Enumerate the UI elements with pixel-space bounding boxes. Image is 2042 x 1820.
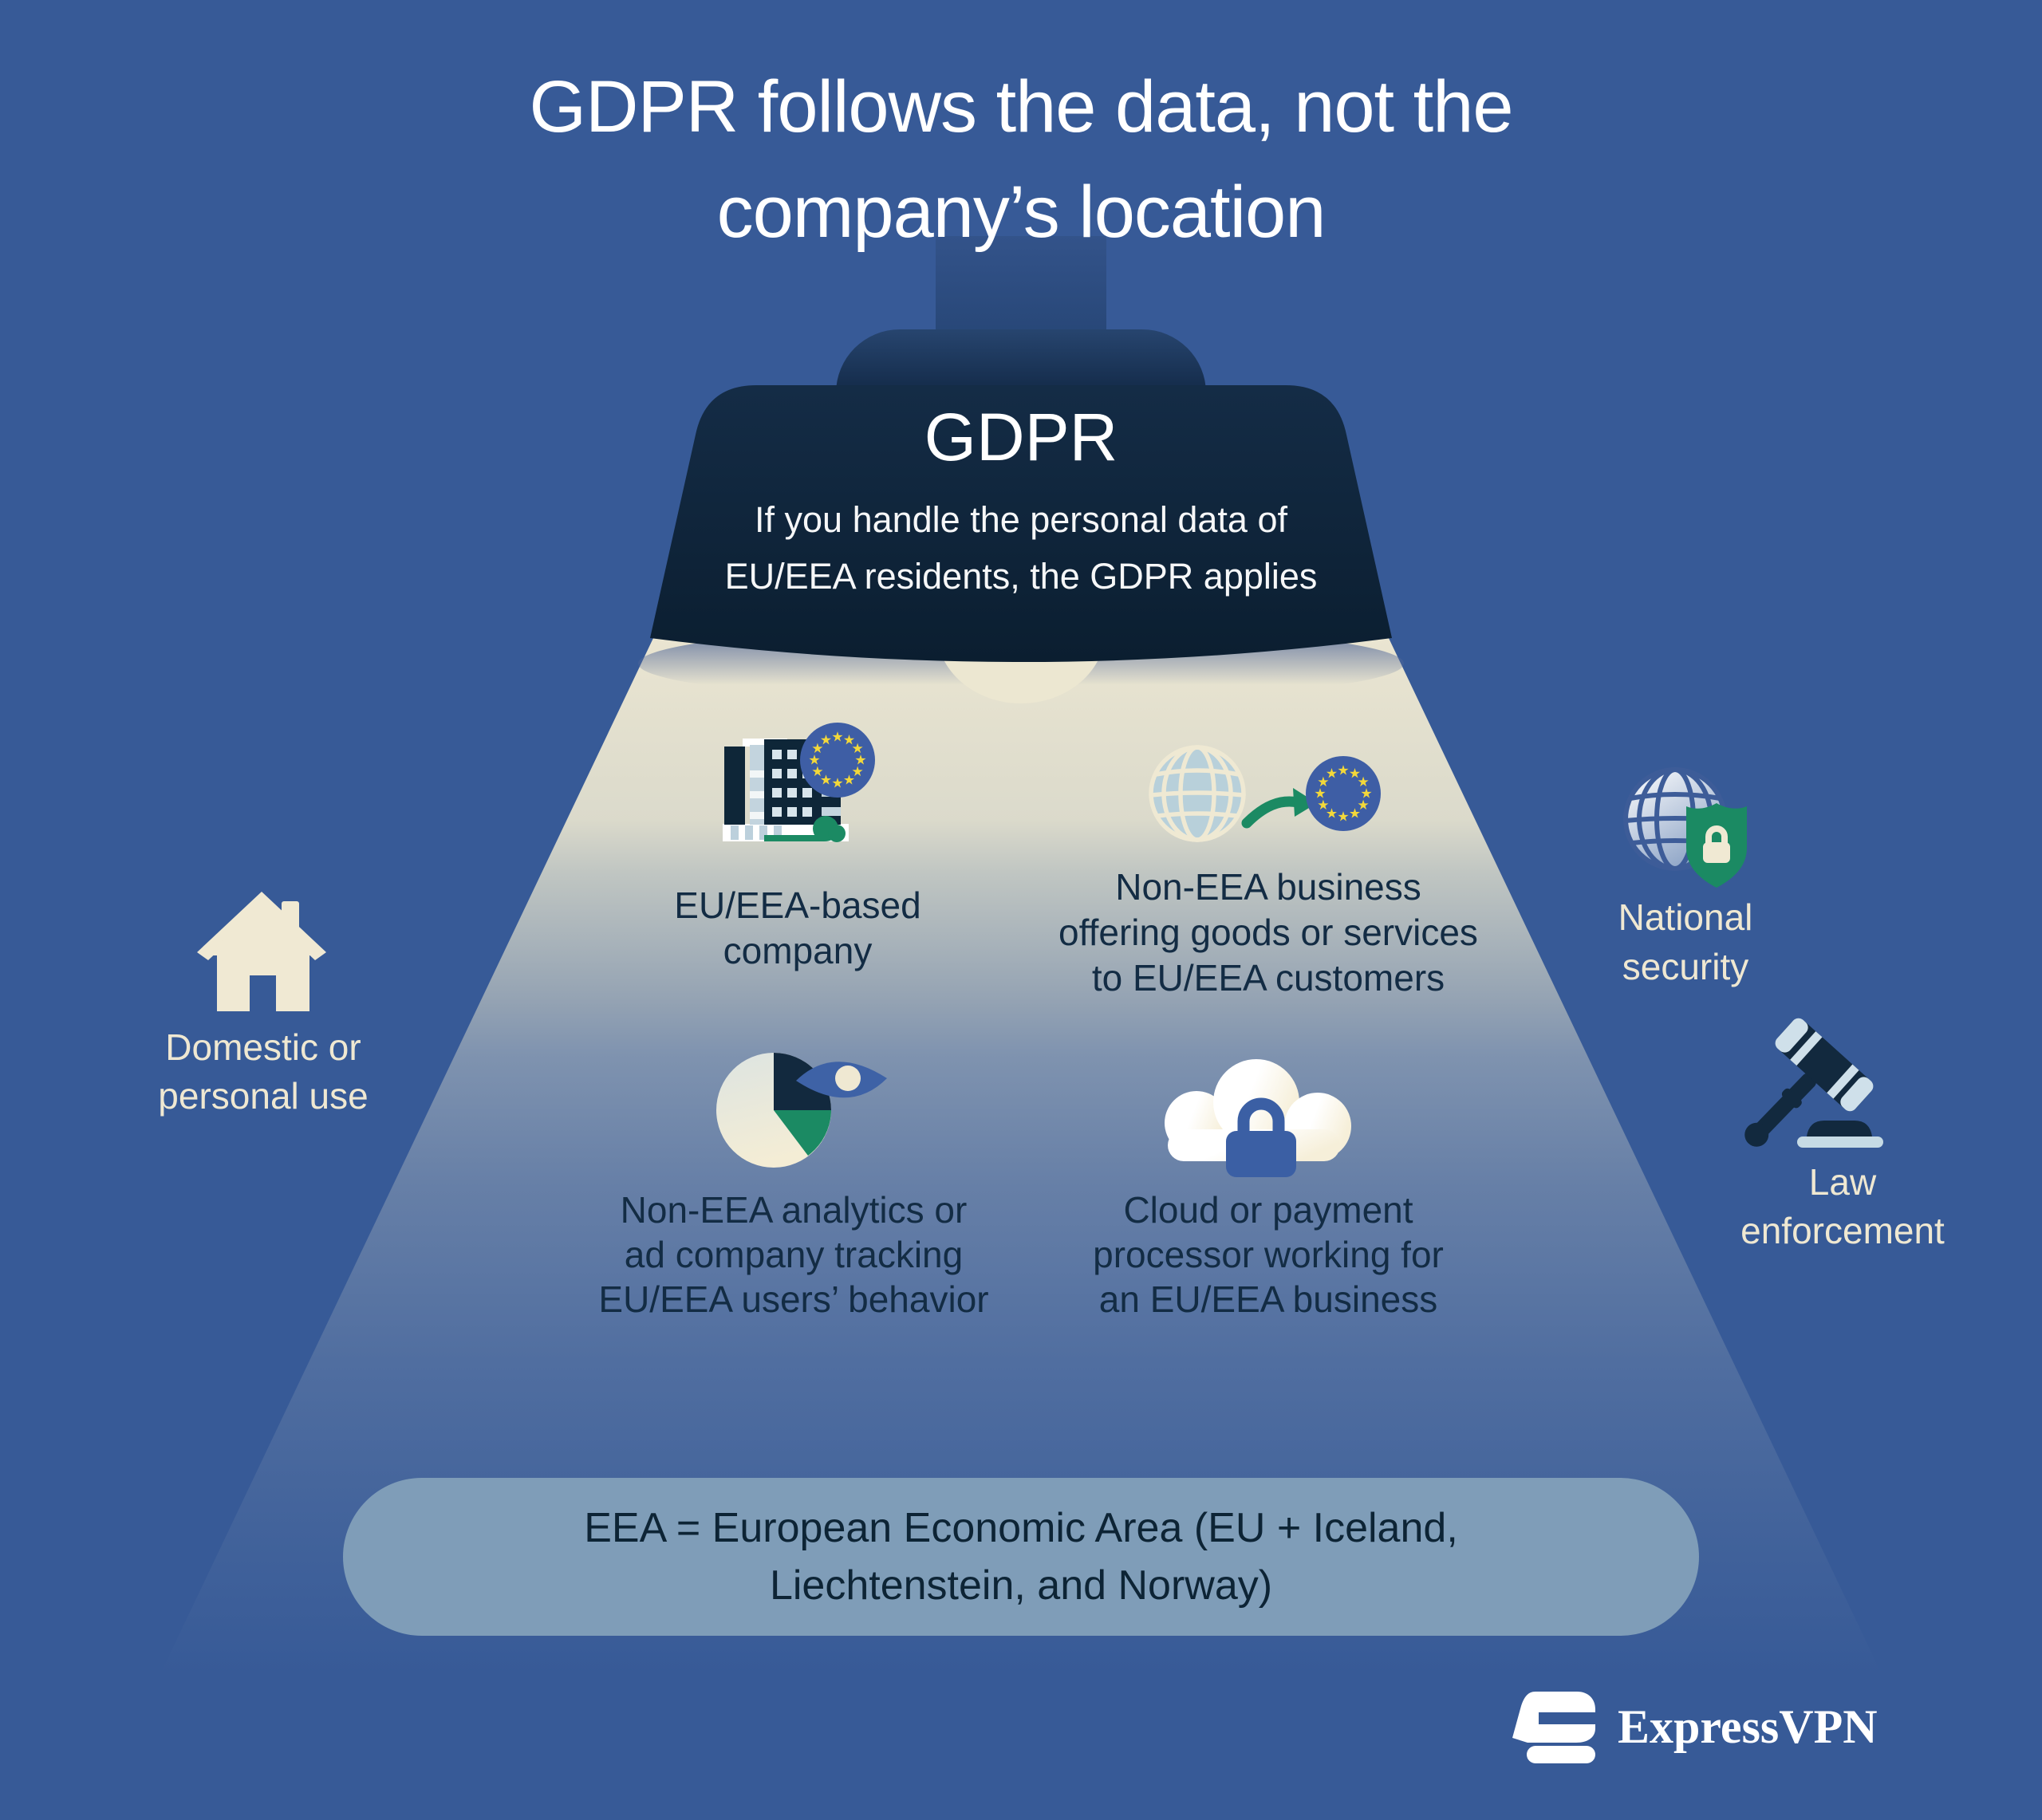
pie-eye-tracking-icon xyxy=(716,1053,887,1168)
lock-icon xyxy=(1226,1097,1296,1177)
footnote-text: EEA = European Economic Area (EU + Icela… xyxy=(584,1505,1458,1609)
eye-icon xyxy=(796,1062,887,1098)
beam-item-label-eu-company: EU/EEA-based company xyxy=(674,884,921,971)
shield-lock-icon xyxy=(1686,803,1747,888)
building-eu-flag-icon xyxy=(723,718,885,842)
lamp-heading: GDPR xyxy=(924,400,1118,475)
beam-item-label-analytics: Non-EEA analytics or ad company tracking… xyxy=(598,1189,989,1320)
lamp-cap xyxy=(836,329,1206,393)
beam-item-label-cloud-processor: Cloud or payment processor working for a… xyxy=(1093,1189,1444,1320)
beam-item-label-non-eea-business: Non-EEA business offering goods or servi… xyxy=(1058,866,1478,999)
excluded-item-label-law-enforcement: Law enforcement xyxy=(1740,1161,1945,1251)
footnote-pill xyxy=(343,1478,1699,1636)
globe-icon xyxy=(1149,745,1246,842)
cloud-lock-icon xyxy=(1165,1059,1351,1177)
house-icon xyxy=(197,892,326,1011)
lamp-shade xyxy=(650,385,1392,662)
brand-name: ExpressVPN xyxy=(1618,1700,1878,1753)
globe-arrow-eu-icon xyxy=(1149,745,1392,842)
eu-flag-icon xyxy=(1306,756,1381,831)
lamp-subtext: If you handle the personal data of EU/EE… xyxy=(724,499,1318,597)
page-title: GDPR follows the data, not the company’s… xyxy=(529,66,1513,253)
globe-shield-icon xyxy=(1623,767,1747,888)
excluded-item-label-national-security: National security xyxy=(1618,896,1753,987)
gavel-icon xyxy=(1744,1018,1883,1148)
expressvpn-logo-icon xyxy=(1512,1692,1595,1763)
arrow-icon xyxy=(1241,788,1317,829)
eu-flag-icon xyxy=(800,723,875,798)
excluded-item-label-domestic: Domestic or personal use xyxy=(158,1026,369,1117)
